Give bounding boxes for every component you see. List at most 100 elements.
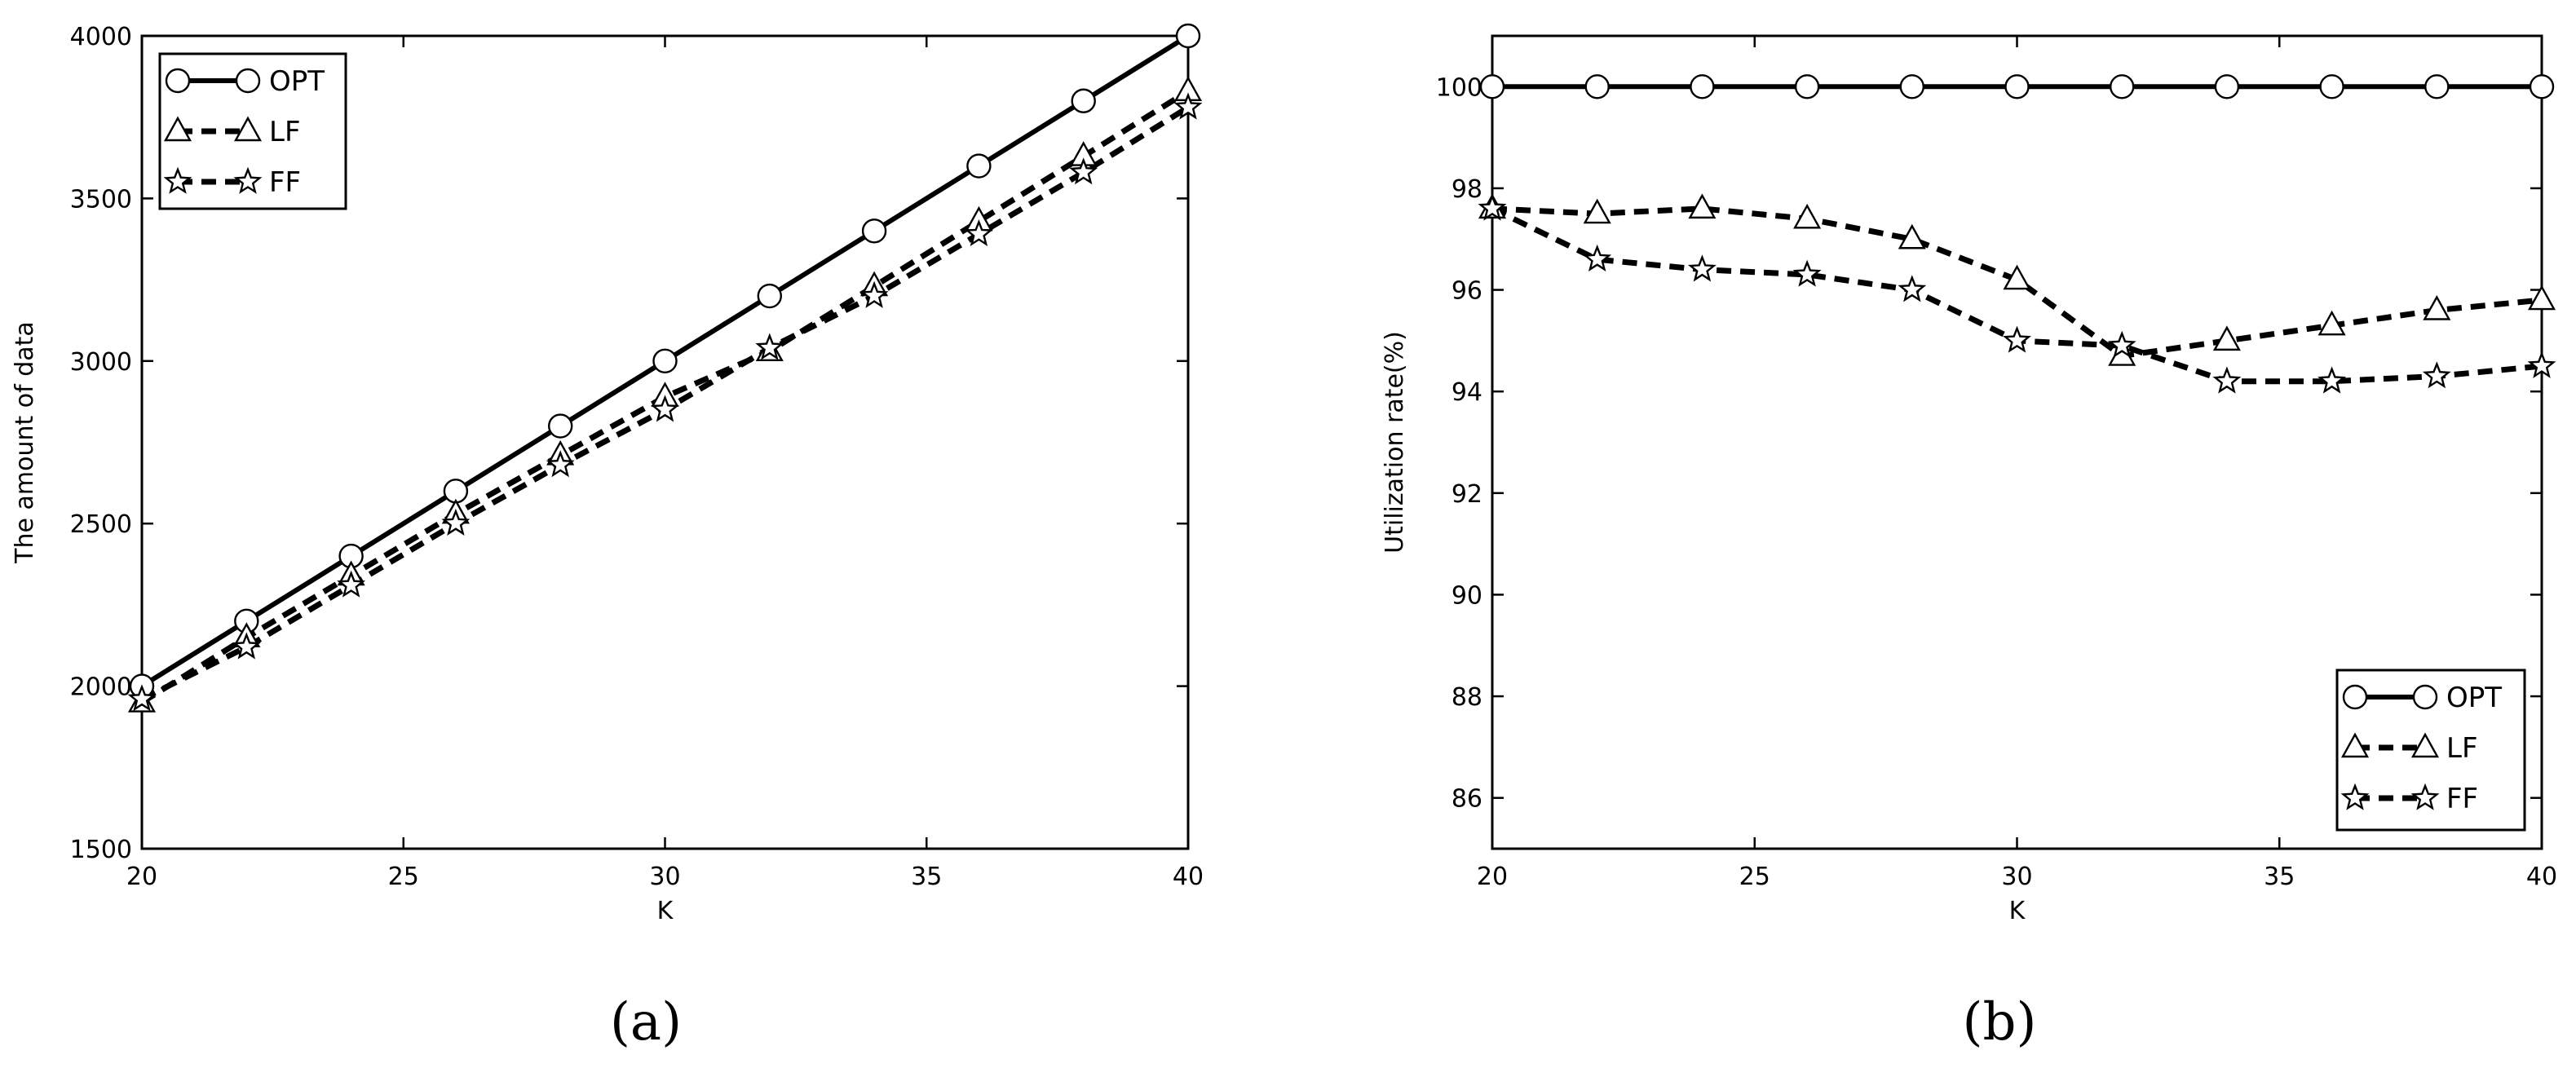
- data-point-ff: [2003, 325, 2031, 353]
- data-point-opt: [548, 413, 573, 439]
- data-point-ff: [441, 508, 471, 536]
- legend-label-ff: FF: [2446, 783, 2478, 815]
- legend-label-lf: LF: [2446, 732, 2478, 765]
- panel-caption: (b): [1963, 992, 2037, 1053]
- data-point-lf: [2527, 285, 2556, 311]
- x-tick-label: 35: [911, 863, 942, 891]
- data-point-ff: [232, 632, 261, 660]
- panel-caption: (a): [610, 992, 682, 1053]
- data-point-ff: [651, 395, 679, 422]
- y-tick-label: 4000: [70, 23, 132, 51]
- legend-marker-opt: [2342, 684, 2368, 710]
- y-tick-label: 88: [1451, 683, 1482, 712]
- legend-label-opt: OPT: [269, 65, 325, 98]
- data-point-opt: [1899, 74, 1925, 99]
- data-point-lf: [2423, 295, 2451, 320]
- data-point-ff: [755, 333, 784, 360]
- data-point-opt: [2004, 74, 2030, 99]
- data-point-ff: [859, 280, 889, 308]
- legend-marker-opt: [165, 68, 191, 94]
- panel-a: 20 25 30 35 40 1500 2000 2500 3000 3500 4000 K The a…: [11, 23, 1204, 1053]
- data-point-opt: [1690, 74, 1715, 99]
- data-point-opt: [1071, 88, 1096, 113]
- data-point-ff: [1687, 254, 1717, 282]
- y-tick-label: 3000: [70, 348, 132, 377]
- data-point-ff: [1898, 275, 1927, 302]
- data-point-opt: [2214, 74, 2240, 99]
- data-point-ff: [1173, 92, 1203, 120]
- data-point-lf: [1793, 203, 1822, 229]
- data-point-opt: [2319, 74, 2344, 99]
- data-point-opt: [2529, 74, 2555, 99]
- x-tick-label: 25: [388, 863, 419, 891]
- y-tick-label: 1500: [70, 836, 132, 864]
- data-point-opt: [757, 283, 782, 309]
- y-tick-label: 90: [1451, 581, 1482, 610]
- legend-marker-opt: [2412, 684, 2438, 710]
- legend-label-ff: FF: [269, 166, 301, 199]
- data-point-ff: [2318, 366, 2347, 394]
- data-point-opt: [1584, 74, 1610, 99]
- legend-marker-ff: [163, 166, 192, 194]
- x-tick-label: 30: [649, 863, 680, 891]
- data-point-opt: [966, 153, 992, 179]
- legend-marker-ff: [2340, 783, 2370, 810]
- series-line-lf: [140, 88, 1190, 705]
- x-axis-label: K: [657, 897, 674, 925]
- legend-label-lf: LF: [269, 116, 301, 148]
- legend-marker-ff: [2410, 783, 2440, 810]
- data-point-ff: [2527, 351, 2556, 378]
- y-tick-label: 2500: [70, 510, 132, 539]
- y-tick-label: 3500: [70, 185, 132, 214]
- data-point-ff: [2422, 361, 2451, 389]
- data-point-opt: [1175, 23, 1201, 49]
- x-tick-label: 20: [126, 863, 157, 891]
- legend-marker-lf: [163, 116, 192, 142]
- data-point-ff: [2212, 366, 2242, 394]
- series-line-ff: [1491, 205, 2543, 385]
- data-point-opt: [1479, 74, 1505, 99]
- data-point-ff: [1478, 193, 1507, 221]
- legend-marker-lf: [233, 116, 263, 142]
- y-tick-label: 86: [1451, 785, 1482, 814]
- y-tick-label: 94: [1451, 378, 1482, 407]
- y-tick-label: 2000: [70, 673, 132, 702]
- y-axis-label: The amount of data: [11, 321, 39, 564]
- data-point-ff: [2107, 330, 2136, 358]
- series-group: [1478, 74, 2556, 394]
- data-point-lf: [2318, 310, 2346, 336]
- data-point-opt: [652, 348, 678, 373]
- x-axis-label: K: [2009, 897, 2026, 925]
- y-tick-label: 98: [1451, 175, 1482, 204]
- data-point-opt: [2109, 74, 2135, 99]
- series-group: [127, 23, 1203, 713]
- data-point-lf: [1688, 193, 1717, 219]
- y-tick-label: 92: [1451, 480, 1482, 509]
- y-axis-label: Utilization rate(%): [1381, 331, 1409, 554]
- data-point-ff: [1792, 259, 1822, 287]
- data-point-ff: [337, 570, 366, 598]
- data-point-lf: [1583, 198, 1611, 224]
- x-tick-label: 35: [2264, 863, 2295, 891]
- data-point-opt: [1794, 74, 1820, 99]
- legend-label-opt: OPT: [2446, 682, 2502, 714]
- panel-b: 20 25 30 35 40 86 88 90 92 94 96 98 100 K Utilization …: [1381, 34, 2557, 1053]
- data-point-lf: [2212, 325, 2241, 351]
- legend-marker-lf: [2410, 732, 2440, 758]
- x-tick-label: 40: [2526, 863, 2557, 891]
- data-point-ff: [546, 450, 575, 478]
- x-tick-label: 20: [1477, 863, 1508, 891]
- data-point-lf: [2003, 264, 2031, 290]
- data-point-ff: [1069, 157, 1098, 185]
- y-tick-label: 96: [1451, 277, 1482, 306]
- y-tick-label: 100: [1436, 73, 1482, 102]
- legend: OPT LF FF: [2335, 669, 2526, 832]
- series-line-lf: [1491, 205, 2543, 360]
- x-tick-label: 30: [2001, 863, 2032, 891]
- data-point-opt: [861, 218, 887, 244]
- data-point-ff: [127, 684, 157, 712]
- x-tick-label: 40: [1173, 863, 1204, 891]
- data-point-ff: [964, 219, 993, 247]
- data-point-lf: [1898, 223, 1926, 249]
